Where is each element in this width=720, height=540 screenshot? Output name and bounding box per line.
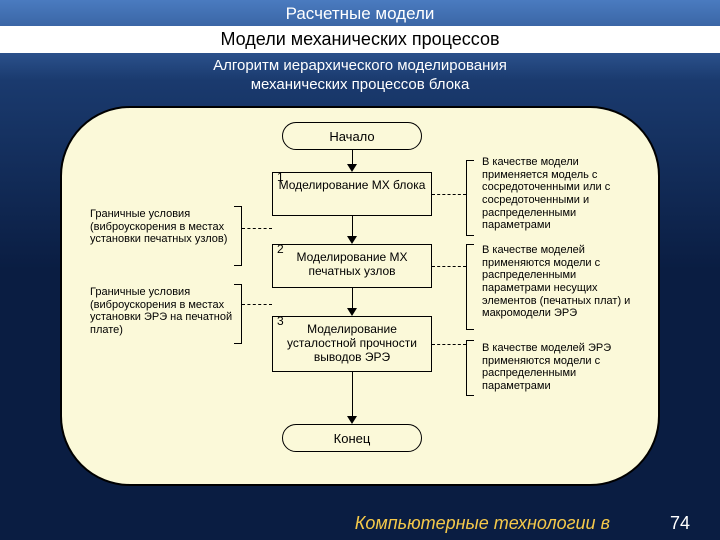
bracket-icon [466,340,474,396]
right-note-2: В качестве моделей применяются модели с … [482,244,642,320]
algo-line1: Алгоритм иерархического моделирования [213,57,507,74]
dash-connector [242,304,272,305]
arrow-line [352,216,353,238]
footer: Компьютерные технологии в 74 [355,513,690,534]
dash-connector [242,228,272,229]
bracket-icon [466,244,474,330]
step-text: Моделирование МХ блока [279,178,426,192]
arrow-line [352,288,353,310]
page-number: 74 [670,513,690,534]
subtitle-bar: Модели механических процессов [0,26,720,53]
process-step-2: 2 Моделирование МХ печатных узлов [272,244,432,288]
page-header: Расчетные модели [0,0,720,26]
dash-connector [432,194,466,195]
dash-connector [432,266,466,267]
step-number: 1 [277,171,284,185]
process-step-3: 3 Моделирование усталостной прочности вы… [272,316,432,372]
arrow-line [352,372,353,418]
end-terminator: Конец [282,424,422,452]
arrow-head-icon [347,308,357,316]
step-number: 2 [277,243,284,257]
algorithm-title: Алгоритм иерархического моделирования ме… [0,53,720,101]
arrow-head-icon [347,416,357,424]
start-terminator: Начало [282,122,422,150]
step-text: Моделирование усталостной прочности выво… [287,322,417,364]
process-step-1: 1 Моделирование МХ блока [272,172,432,216]
dash-connector [432,344,466,345]
flowchart-panel: Начало 1 Моделирование МХ блока 2 Модели… [60,106,660,486]
algo-line2: механических процессов блока [251,76,470,93]
arrow-head-icon [347,164,357,172]
step-number: 3 [277,315,284,329]
left-note-1: Граничные условия (виброускорения в мест… [90,208,240,246]
right-note-1: В качестве модели применяется модель с с… [482,156,642,232]
left-note-2: Граничные условия (виброускорения в мест… [90,286,240,337]
right-note-3: В качестве моделей ЭРЭ применяются модел… [482,342,642,393]
bracket-icon [466,160,474,236]
step-text: Моделирование МХ печатных узлов [296,250,407,278]
arrow-head-icon [347,236,357,244]
footer-text: Компьютерные технологии в [355,513,610,534]
